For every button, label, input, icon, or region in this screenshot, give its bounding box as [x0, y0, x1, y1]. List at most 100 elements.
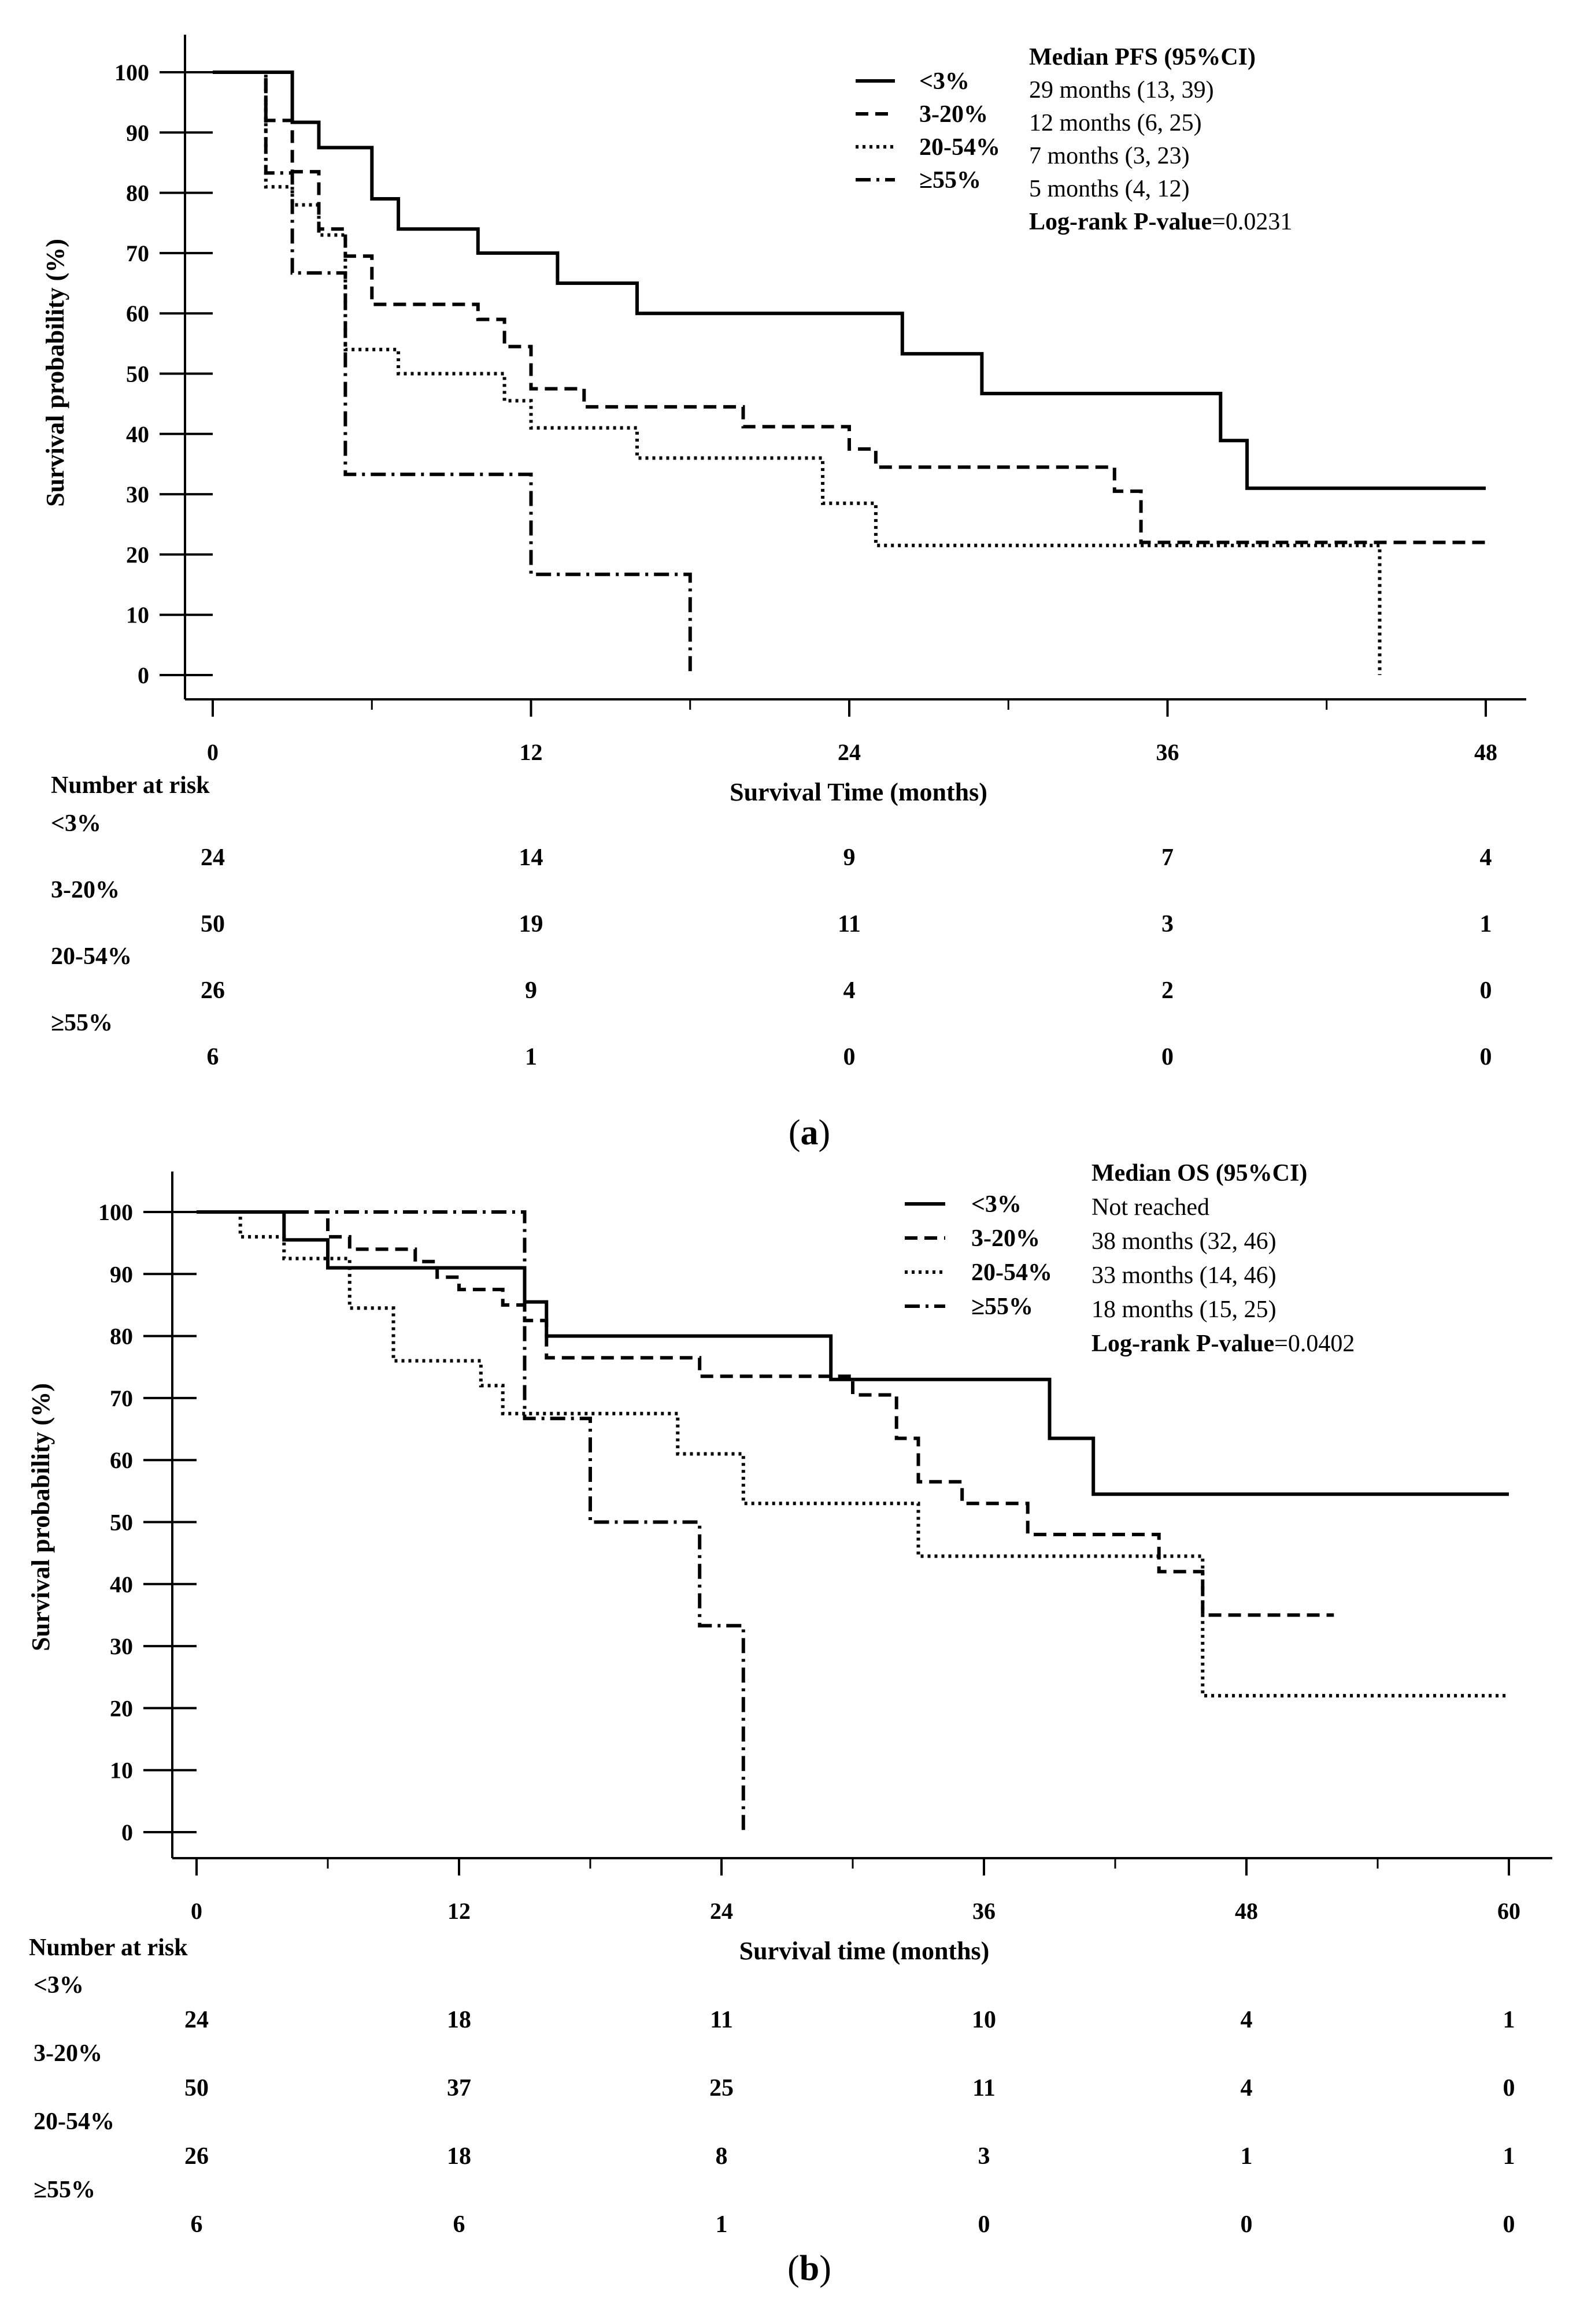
risk-row-label: ≥55% [34, 2177, 95, 2203]
panel-paren-close: ) [819, 2249, 831, 2288]
panel-paren-open: ( [789, 1113, 801, 1152]
y-axis-label: Survival probability (%) [27, 1383, 55, 1651]
median-value: Not reached [1091, 1194, 1209, 1221]
risk-count: 24 [184, 2007, 209, 2033]
panel-letter: b [800, 2249, 819, 2288]
risk-count: 0 [1241, 2211, 1253, 2238]
panel-paren-open: ( [787, 2249, 800, 2288]
risk-row-label: 3-20% [51, 877, 120, 903]
y-tick-label: 60 [126, 301, 149, 327]
x-tick-label: 0 [191, 1898, 202, 1924]
pvalue-label: Log-rank P-value [1029, 209, 1212, 235]
pvalue-text: Log-rank P-value=0.0402 [1091, 1330, 1355, 1357]
risk-count: 24 [201, 844, 225, 871]
risk-count: 1 [525, 1044, 537, 1070]
pvalue-value: =0.0231 [1212, 209, 1292, 235]
x-tick-label: 24 [838, 739, 861, 765]
panel-label: (b) [787, 2249, 831, 2288]
x-tick-label: 0 [207, 739, 219, 765]
risk-row-label: <3% [34, 1972, 84, 1999]
legend-label: ≥55% [919, 167, 981, 194]
legend-label: <3% [971, 1191, 1022, 1218]
pvalue-text: Log-rank P-value=0.0231 [1029, 209, 1292, 235]
risk-count: 4 [843, 977, 856, 1004]
y-tick-label: 0 [138, 662, 149, 688]
legend-label: 3-20% [971, 1225, 1040, 1252]
risk-row-label: 20-54% [34, 2108, 114, 2135]
km-curve-solid [213, 71, 1486, 490]
risk-count: 50 [184, 2075, 209, 2101]
risk-count: 1 [1503, 2007, 1515, 2033]
pvalue-value: =0.0402 [1274, 1330, 1355, 1357]
y-tick-label: 90 [126, 120, 149, 146]
legend-label: ≥55% [971, 1293, 1033, 1320]
km-curve-dotted [197, 1210, 1509, 1697]
risk-count: 7 [1161, 844, 1174, 871]
y-tick-label: 100 [114, 60, 149, 86]
risk-count: 1 [1241, 2143, 1253, 2170]
risk-count: 26 [184, 2143, 209, 2170]
risk-count: 11 [972, 2075, 996, 2101]
y-tick-label: 20 [126, 542, 149, 568]
risk-count: 9 [525, 977, 537, 1004]
km-curve-dashdot [197, 1210, 745, 1832]
risk-count: 3 [978, 2143, 990, 2170]
risk-table-title: Number at risk [29, 1934, 188, 1961]
risk-count: 4 [1480, 844, 1492, 871]
risk-count: 0 [978, 2211, 990, 2238]
risk-count: 0 [843, 1044, 856, 1070]
x-tick-label: 12 [447, 1898, 471, 1924]
risk-count: 8 [716, 2143, 728, 2170]
x-tick-label: 36 [1156, 739, 1179, 765]
risk-count: 1 [1480, 911, 1492, 937]
risk-row-label: <3% [51, 810, 101, 837]
risk-count: 4 [1241, 2075, 1253, 2101]
legend-label: 20-54% [971, 1259, 1052, 1286]
y-tick-label: 80 [126, 180, 149, 206]
km-curve-dashdot [213, 71, 692, 675]
median-value: 38 months (32, 46) [1091, 1228, 1276, 1255]
y-tick-label: 70 [126, 240, 149, 266]
km-curve-dotted [213, 71, 1382, 675]
risk-count: 0 [1161, 1044, 1174, 1070]
y-tick-label: 10 [110, 1758, 133, 1784]
risk-count: 3 [1161, 911, 1174, 937]
risk-count: 37 [447, 2075, 471, 2101]
y-tick-label: 100 [98, 1199, 133, 1225]
y-tick-label: 20 [110, 1695, 133, 1721]
median-value: 5 months (4, 12) [1029, 176, 1190, 202]
risk-count: 11 [710, 2007, 733, 2033]
risk-count: 18 [447, 2007, 471, 2033]
risk-count: 10 [972, 2007, 996, 2033]
risk-count: 1 [1503, 2143, 1515, 2170]
y-tick-label: 40 [126, 421, 149, 447]
risk-row-label: 20-54% [51, 943, 132, 970]
km-curve-dashed [213, 71, 1486, 544]
x-tick-label: 48 [1235, 1898, 1258, 1924]
y-tick-label: 50 [110, 1510, 133, 1536]
y-tick-label: 90 [110, 1261, 133, 1287]
risk-count: 9 [843, 844, 856, 871]
km-curve-dashed [197, 1210, 1334, 1617]
risk-table-title: Number at risk [51, 772, 210, 799]
y-tick-label: 60 [110, 1447, 133, 1473]
panel-paren-close: ) [819, 1113, 831, 1152]
y-axis-label: Survival probability (%) [41, 239, 69, 507]
risk-row-label: ≥55% [51, 1010, 113, 1036]
risk-count: 25 [709, 2075, 734, 2101]
risk-count: 0 [1480, 1044, 1492, 1070]
risk-count: 1 [716, 2211, 728, 2238]
legend-label: 3-20% [919, 101, 988, 128]
legend-label: 20-54% [919, 134, 1000, 161]
risk-count: 0 [1480, 977, 1492, 1004]
x-tick-label: 48 [1474, 739, 1497, 765]
y-tick-label: 0 [121, 1819, 133, 1845]
risk-count: 0 [1503, 2211, 1515, 2238]
median-title: Median OS (95%CI) [1091, 1160, 1307, 1187]
risk-count: 19 [519, 911, 543, 937]
y-tick-label: 50 [126, 361, 149, 387]
risk-count: 6 [453, 2211, 465, 2238]
risk-count: 14 [519, 844, 543, 871]
